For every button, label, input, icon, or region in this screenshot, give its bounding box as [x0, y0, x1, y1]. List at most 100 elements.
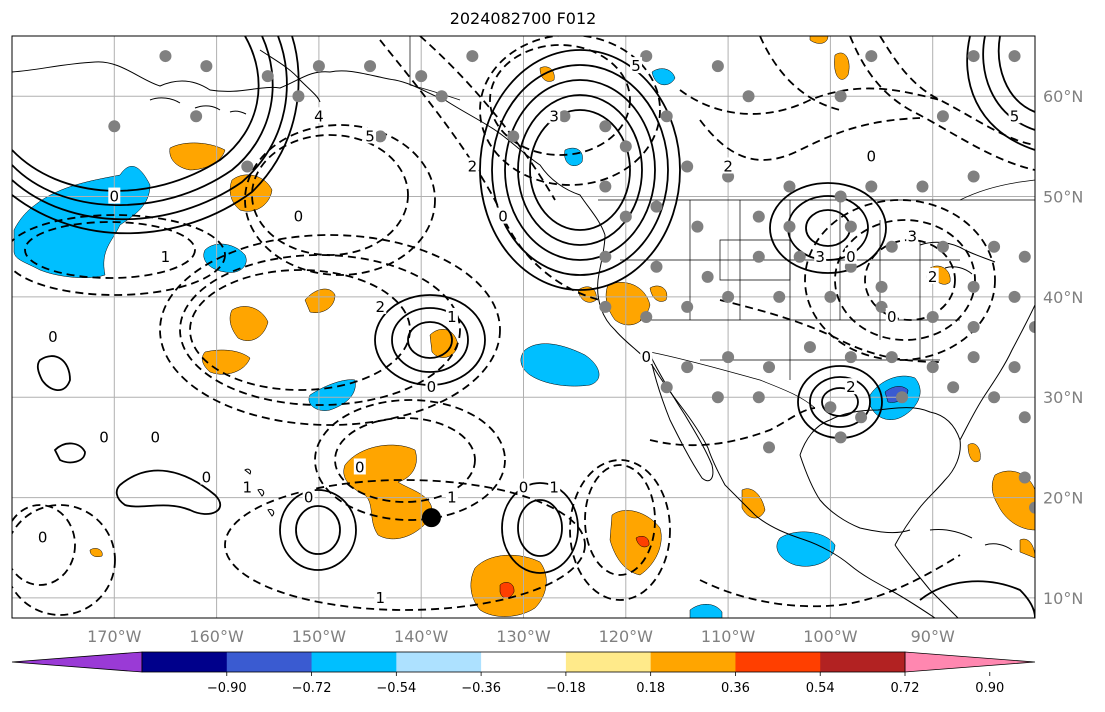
station-marker — [619, 210, 632, 223]
contour-label-bg — [445, 488, 458, 505]
station-marker — [793, 250, 806, 263]
station-marker — [834, 90, 847, 103]
contour-label-bg — [200, 468, 213, 485]
colorbar-segment — [650, 652, 736, 672]
station-marker — [896, 391, 909, 404]
station-marker — [1018, 250, 1031, 263]
contour-label-bg — [292, 207, 305, 224]
contour-label: 0 — [48, 328, 58, 346]
lon-tick-label: 150°W — [292, 627, 347, 646]
contour-label-bg — [445, 307, 458, 324]
contour-label-bg — [46, 328, 59, 345]
contour-label-bg — [98, 428, 111, 445]
station-marker — [926, 361, 939, 374]
positive-anomaly-region — [89, 548, 103, 557]
station-marker — [1018, 411, 1031, 424]
station-marker — [619, 140, 632, 153]
station-marker — [844, 220, 857, 233]
station-marker — [261, 70, 274, 83]
contour-label: 0 — [150, 428, 160, 446]
negative-anomaly-region — [689, 604, 723, 618]
station-marker — [599, 120, 612, 133]
station-marker — [967, 50, 980, 63]
station-marker — [415, 70, 428, 83]
negative-anomaly-region — [651, 68, 676, 85]
station-marker — [1008, 50, 1021, 63]
colorbar-segment — [396, 652, 482, 672]
contour-label-bg — [353, 458, 366, 475]
contour-label-bg — [630, 57, 643, 74]
positive-anomaly-region — [1019, 538, 1035, 559]
station-marker — [466, 50, 479, 63]
lon-tick-label: 170°W — [87, 627, 142, 646]
station-marker — [844, 351, 857, 364]
station-marker — [742, 90, 755, 103]
station-marker — [967, 280, 980, 293]
contour-label-bg — [722, 157, 735, 174]
contour-label-bg — [159, 247, 172, 264]
contour-label-bg — [517, 478, 530, 495]
colorbar: −0.90 −0.72 −0.54 −0.36 −0.18 0.18 0.36 0.54 0.7… — [11, 651, 1036, 696]
contour-label-bg — [844, 378, 857, 395]
colorbar-segment — [311, 652, 397, 672]
lon-tick-label: 110°W — [701, 627, 756, 646]
longitude-labels: 170°W 160°W 150°W 140°W 130°W 120°W 110°W 100°W… — [87, 627, 955, 646]
contour-label-bg — [1008, 107, 1021, 124]
station-marker — [947, 381, 960, 394]
contour-label: 0 — [99, 428, 109, 446]
station-marker — [681, 300, 694, 313]
station-markers — [108, 50, 1035, 514]
station-marker — [640, 310, 653, 323]
positive-anomaly-region — [741, 488, 766, 519]
station-marker — [312, 60, 325, 73]
positive-anomaly-region — [499, 582, 515, 599]
lat-tick-label: 30°N — [1043, 388, 1083, 407]
station-marker — [875, 280, 888, 293]
contour-label: 3 — [549, 107, 559, 125]
colorbar-segment — [226, 652, 313, 672]
station-marker — [241, 160, 254, 173]
station-marker — [916, 180, 929, 193]
positive-anomaly-region — [967, 443, 981, 463]
colorbar-outline — [141, 651, 906, 673]
contour-label: 0 — [641, 348, 651, 366]
positive-anomaly-region — [649, 285, 668, 302]
station-marker — [1029, 321, 1035, 333]
colorbar-tick-label: 0.36 — [721, 681, 750, 696]
contour-label: 0 — [202, 469, 212, 487]
contour-label-bg — [302, 488, 315, 505]
station-marker — [988, 391, 1001, 404]
lon-tick-label: 130°W — [496, 627, 551, 646]
contour-label: 0 — [294, 208, 304, 226]
station-marker — [640, 50, 653, 63]
station-marker — [1008, 361, 1021, 374]
lon-tick-label: 140°W — [394, 627, 449, 646]
contour-label: 0 — [304, 489, 314, 507]
station-marker — [200, 60, 213, 73]
station-marker — [926, 310, 939, 323]
contour-label-bg — [548, 107, 561, 124]
station-marker — [967, 321, 980, 333]
station-marker — [681, 361, 694, 374]
station-marker — [711, 391, 724, 404]
lat-tick-label: 50°N — [1043, 188, 1083, 207]
lat-tick-label: 20°N — [1043, 489, 1083, 508]
contour-label-bg — [466, 157, 479, 174]
station-marker — [292, 90, 305, 103]
station-marker — [691, 220, 704, 233]
contour-label-bg — [364, 127, 377, 144]
station-marker — [885, 351, 898, 364]
colorbar-tick-label: 0.72 — [891, 681, 920, 696]
contour-label: 1 — [161, 248, 171, 266]
station-marker — [364, 60, 377, 73]
station-marker — [865, 50, 878, 63]
map-frame — [11, 35, 1036, 619]
station-marker — [936, 110, 949, 123]
contour-label-bg — [906, 227, 919, 244]
tropical-storm-marker — [421, 508, 441, 528]
contour-label-bg — [497, 207, 510, 224]
contour-label: 0 — [355, 458, 365, 476]
contour-label-bg — [548, 478, 561, 495]
lon-tick-label: 90°W — [911, 627, 955, 646]
colorbar-segment — [565, 652, 652, 672]
